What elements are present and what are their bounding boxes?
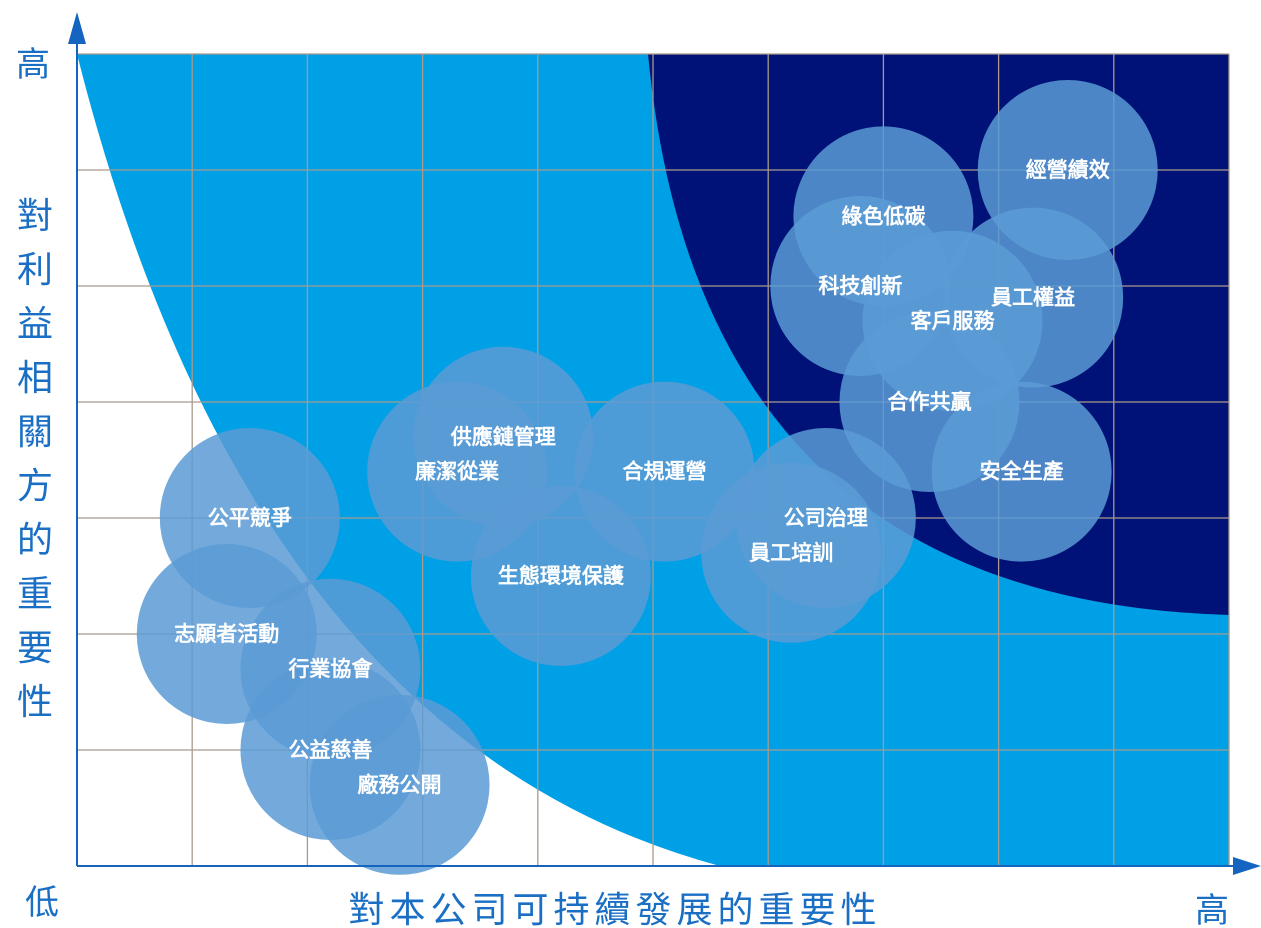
y-high-label: 高 — [16, 45, 50, 85]
y-axis-title-char: 關 — [17, 412, 53, 453]
bubble-label: 員工培訓 — [748, 541, 833, 565]
x-axis-arrow-icon — [1233, 857, 1261, 875]
bubble-label: 廉潔從業 — [415, 460, 500, 484]
bubble-label: 行業協會 — [287, 657, 373, 681]
bubble — [470, 486, 651, 666]
y-axis-title-char: 的 — [17, 520, 53, 561]
y-axis-title-char: 要 — [17, 628, 53, 669]
y-axis-title-char: 性 — [17, 682, 53, 723]
bubble-label: 客戶服務 — [911, 309, 996, 333]
y-axis-title-char: 對 — [17, 196, 53, 237]
bubble-label: 公平競爭 — [208, 506, 292, 530]
bubble-label: 供應鏈管理 — [450, 425, 556, 449]
y-axis-arrow-icon — [68, 12, 86, 44]
bubble-label: 合作共贏 — [887, 390, 971, 414]
y-axis-title-char: 相 — [17, 358, 53, 399]
x-high-label: 高 — [1195, 891, 1229, 928]
bubble — [309, 694, 490, 875]
bubble-label: 安全生產 — [980, 460, 1064, 484]
bubble-label: 公益慈善 — [288, 738, 372, 762]
bubble-label: 志願者活動 — [174, 622, 279, 646]
bubble-label: 綠色低碳 — [841, 204, 926, 228]
bubble-label: 廠務公開 — [358, 773, 442, 797]
bubble-labels-layer: 經營績效綠色低碳科技創新員工權益客戶服務合作共贏安全生產公司治理員工培訓 合規運營… — [174, 158, 1109, 797]
y-axis-title-char: 方 — [17, 466, 53, 507]
bubbles-layer — [136, 80, 1158, 875]
bubble-label: 生態環境保護 — [498, 564, 625, 588]
x-axis-title: 對本公司可持續發展的重要性 — [348, 890, 881, 928]
x-low-label: 低 — [25, 883, 59, 923]
bubble-label: 經營績效 — [1026, 158, 1110, 182]
bubble-label: 合規運營 — [623, 460, 707, 484]
y-axis-title-char: 重 — [17, 574, 53, 615]
bubble-label: 公司治理 — [784, 506, 868, 530]
y-axis-title-char: 利 — [17, 250, 53, 291]
bubble — [931, 381, 1112, 562]
bubble-label: 科技創新 — [818, 274, 902, 298]
bubble-label: 員工權益 — [990, 286, 1075, 310]
y-axis-title-char: 益 — [17, 304, 53, 345]
